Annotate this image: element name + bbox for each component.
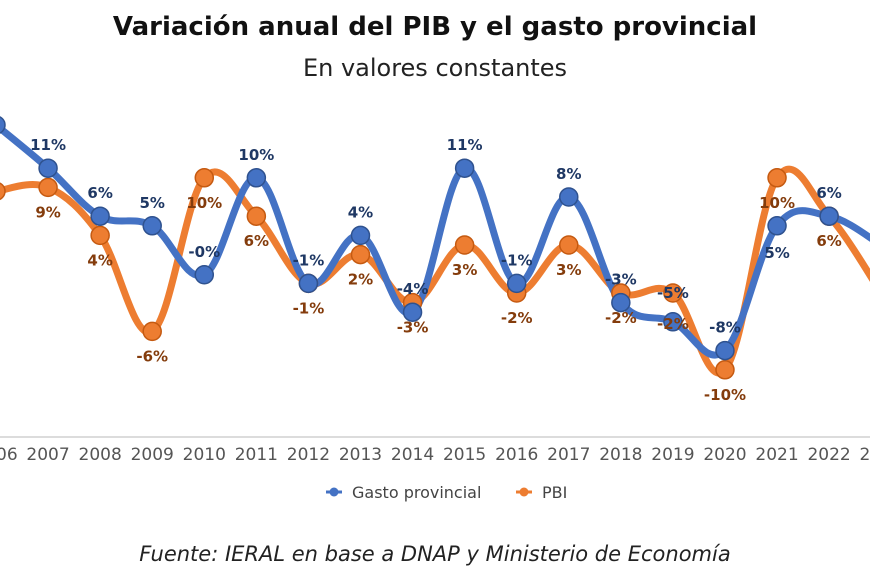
data-label: -3%: [397, 319, 429, 337]
data-label: -0%: [188, 243, 220, 261]
data-point: [454, 158, 475, 178]
data-label: 9%: [35, 203, 60, 221]
data-point: [38, 158, 58, 178]
data-label: -2%: [605, 309, 637, 327]
chart-title: Variación anual del PIB y el gasto provi…: [112, 12, 758, 42]
data-label: 6%: [244, 232, 269, 250]
data-label: -1%: [293, 251, 325, 269]
data-label: 8%: [556, 165, 581, 183]
data-label: 4%: [87, 251, 112, 269]
data-point: [819, 206, 839, 226]
x-tick-label: 2006: [0, 445, 18, 465]
data-point: [350, 225, 371, 246]
data-label: 5%: [139, 194, 164, 212]
data-point: [663, 283, 683, 303]
x-tick-label: 2012: [287, 445, 330, 465]
data-point: [454, 235, 475, 255]
legend-label: Gasto provincial: [352, 483, 481, 502]
data-label: 6%: [816, 184, 841, 202]
x-tick-label: 2018: [599, 445, 642, 465]
data-label: 11%: [447, 136, 483, 154]
data-point: [559, 235, 579, 255]
legend-marker: [329, 487, 339, 497]
data-label: -10%: [704, 386, 746, 404]
data-label: -3%: [605, 271, 637, 289]
x-tick-label: 2011: [235, 445, 278, 465]
data-point: [559, 187, 579, 207]
data-label: -2%: [501, 309, 533, 327]
data-label: 2%: [348, 271, 373, 289]
data-label: 10%: [759, 194, 795, 212]
data-point: [298, 273, 319, 294]
x-tick-label: 2021: [755, 445, 798, 465]
x-tick-label: 2020: [703, 445, 746, 465]
data-point: [663, 312, 683, 332]
chart-subtitle: En valores constantes: [302, 54, 568, 82]
chart-source: Fuente: IERAL en base a DNAP y Ministeri…: [139, 542, 731, 566]
data-point: [246, 206, 267, 226]
data-label: 6%: [816, 232, 841, 250]
legend-marker: [519, 487, 529, 497]
data-point: [142, 216, 162, 236]
x-tick-label: 2007: [26, 445, 69, 465]
data-label: 10%: [238, 146, 274, 164]
data-label: -1%: [501, 251, 533, 269]
data-label: 11%: [30, 136, 66, 154]
data-point: [38, 177, 58, 198]
data-point: [402, 302, 423, 322]
data-point: [90, 206, 110, 226]
data-point: [90, 225, 110, 246]
data-point: [0, 182, 6, 201]
data-point: [142, 321, 162, 342]
data-point: [350, 244, 371, 265]
data-point: [194, 265, 215, 285]
data-label: 4%: [348, 203, 373, 221]
data-point: [246, 168, 267, 188]
data-label: -6%: [136, 347, 168, 365]
data-point: [611, 292, 631, 313]
data-point: [715, 360, 735, 380]
x-tick-label: 2015: [443, 445, 486, 465]
data-point: [715, 340, 735, 361]
legend-label: PBI: [542, 483, 567, 502]
x-tick-label: 2013: [339, 445, 382, 465]
data-label: -8%: [709, 319, 741, 337]
data-label: 10%: [186, 194, 222, 212]
data-point: [767, 216, 787, 236]
x-tick-label: 2019: [651, 445, 694, 465]
x-tick-label: 2016: [495, 445, 538, 465]
data-label: -2%: [657, 315, 689, 333]
data-label: -4%: [397, 280, 429, 298]
data-label: 6%: [87, 184, 112, 202]
x-tick-label: 2023: [860, 445, 870, 465]
data-label: -5%: [657, 284, 689, 302]
data-label: 3%: [556, 261, 581, 279]
data-point: [0, 116, 6, 134]
data-label: 3%: [452, 261, 477, 279]
data-point: [506, 273, 527, 294]
series-line-pbi: [0, 165, 870, 377]
data-label: -1%: [293, 299, 325, 317]
x-tick-label: 2022: [807, 445, 850, 465]
x-tick-label: 2010: [183, 445, 226, 465]
x-tick-label: 2009: [131, 445, 174, 465]
data-label: 5%: [764, 244, 789, 262]
x-tick-label: 2017: [547, 445, 590, 465]
data-point: [194, 168, 215, 188]
x-tick-label: 2008: [79, 445, 122, 465]
x-tick-label: 2014: [391, 445, 434, 465]
data-point: [767, 168, 787, 188]
